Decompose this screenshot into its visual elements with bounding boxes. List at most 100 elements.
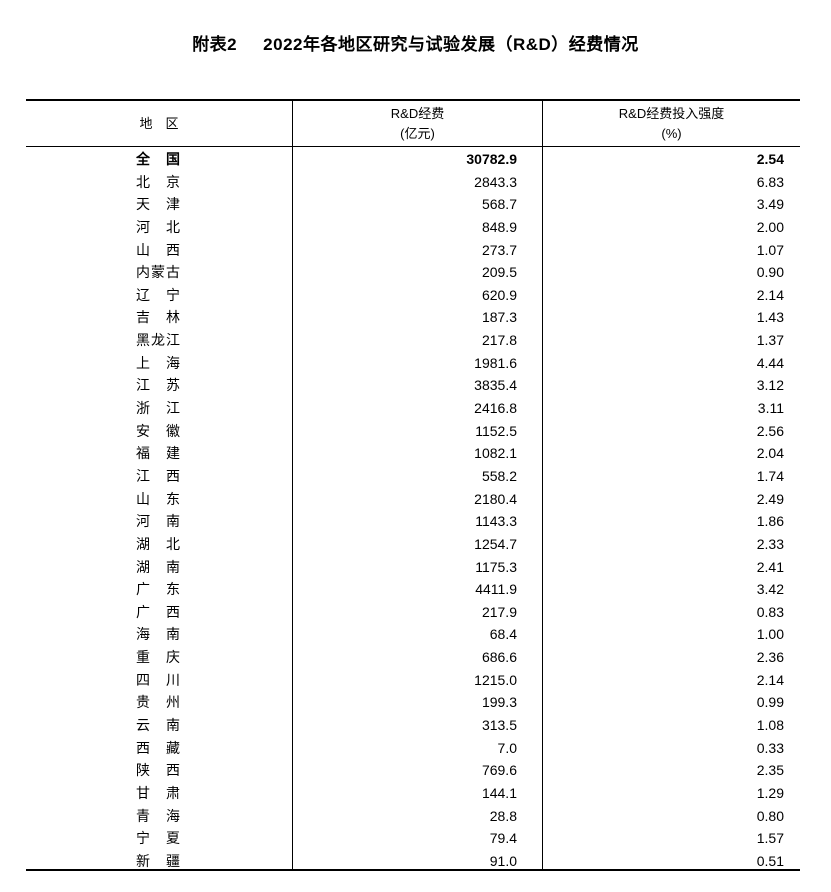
table-row: 内蒙古 209.5 0.90 bbox=[0, 261, 831, 284]
rd-intensity-cell: 0.90 bbox=[756, 264, 784, 281]
table-row: 广 东 4411.9 3.42 bbox=[0, 578, 831, 601]
rd-funds-cell: 4411.9 bbox=[475, 581, 517, 598]
region-cell: 江 西 bbox=[136, 467, 181, 484]
table-row: 贵 州 199.3 0.99 bbox=[0, 691, 831, 714]
rd-intensity-cell: 0.80 bbox=[756, 807, 784, 824]
table-row: 青 海 28.8 0.80 bbox=[0, 805, 831, 828]
region-cell: 天 津 bbox=[136, 196, 181, 213]
table-title: 附表2 2022年各地区研究与试验发展（R&D）经费情况 bbox=[0, 30, 831, 55]
region-cell: 云 南 bbox=[136, 717, 181, 734]
rd-intensity-cell: 0.99 bbox=[756, 694, 784, 711]
rd-funds-cell: 2843.3 bbox=[474, 173, 517, 190]
column-divider bbox=[292, 100, 293, 870]
rd-funds-cell: 209.5 bbox=[481, 264, 517, 281]
region-cell: 广 东 bbox=[136, 581, 181, 598]
rd-intensity-cell: 0.51 bbox=[756, 852, 784, 869]
rd-funds-cell: 1215.0 bbox=[474, 671, 517, 688]
header-rd-funds-label: R&D经费 bbox=[390, 106, 445, 121]
rd-funds-cell: 217.9 bbox=[481, 603, 517, 620]
rd-intensity-cell: 2.00 bbox=[756, 218, 784, 235]
table-row: 江 苏 3835.4 3.12 bbox=[0, 374, 831, 397]
header-rd-intensity-unit: (%) bbox=[661, 126, 682, 141]
rd-intensity-cell: 1.29 bbox=[756, 784, 784, 801]
rd-funds-cell: 3835.4 bbox=[474, 377, 517, 394]
region-cell: 陕 西 bbox=[136, 762, 181, 779]
header-region: 地 区 bbox=[139, 116, 179, 131]
table-row: 山 西 273.7 1.07 bbox=[0, 239, 831, 262]
region-cell: 山 西 bbox=[136, 241, 181, 258]
rd-intensity-cell: 1.37 bbox=[756, 332, 784, 349]
table-row: 陕 西 769.6 2.35 bbox=[0, 759, 831, 782]
rd-funds-cell: 558.2 bbox=[481, 467, 517, 484]
rd-intensity-cell: 2.41 bbox=[756, 558, 784, 575]
rd-funds-cell: 1152.5 bbox=[475, 422, 517, 439]
header-rd-intensity: R&D经费投入强度 (%) bbox=[543, 104, 800, 144]
rd-funds-cell: 769.6 bbox=[481, 762, 517, 779]
rd-funds-cell: 313.5 bbox=[481, 717, 517, 734]
rd-funds-cell: 144.1 bbox=[481, 784, 517, 801]
region-cell: 上 海 bbox=[136, 354, 181, 371]
rd-funds-cell: 7.0 bbox=[497, 739, 517, 756]
table-row: 重 庆 686.6 2.36 bbox=[0, 646, 831, 669]
rd-funds-cell: 686.6 bbox=[481, 649, 517, 666]
header-rd-intensity-label: R&D经费投入强度 bbox=[618, 106, 725, 121]
table-row: 云 南 313.5 1.08 bbox=[0, 714, 831, 737]
table-row: 安 徽 1152.5 2.56 bbox=[0, 420, 831, 443]
region-cell: 安 徽 bbox=[136, 422, 181, 439]
rd-intensity-cell: 4.44 bbox=[756, 354, 784, 371]
table-row: 湖 北 1254.7 2.33 bbox=[0, 533, 831, 556]
table-row: 河 北 848.9 2.00 bbox=[0, 216, 831, 239]
region-cell: 河 南 bbox=[136, 513, 181, 530]
table-row: 湖 南 1175.3 2.41 bbox=[0, 556, 831, 579]
table-row: 黑龙江 217.8 1.37 bbox=[0, 329, 831, 352]
region-cell: 宁 夏 bbox=[136, 830, 181, 847]
rd-funds-cell: 273.7 bbox=[481, 241, 517, 258]
rd-intensity-cell: 2.04 bbox=[756, 445, 784, 462]
table-number: 附表2 bbox=[192, 35, 238, 54]
table-row: 甘 肃 144.1 1.29 bbox=[0, 782, 831, 805]
rd-funds-cell: 91.0 bbox=[489, 852, 517, 869]
region-cell: 山 东 bbox=[136, 490, 181, 507]
region-cell: 全 国 bbox=[136, 151, 181, 167]
table-row: 浙 江 2416.8 3.11 bbox=[0, 397, 831, 420]
table-row: 上 海 1981.6 4.44 bbox=[0, 352, 831, 375]
table-row-total: 全 国 30782.9 2.54 bbox=[0, 148, 831, 171]
rd-intensity-cell: 2.54 bbox=[756, 151, 784, 167]
rd-funds-cell: 1082.1 bbox=[474, 445, 517, 462]
table-row: 宁 夏 79.4 1.57 bbox=[0, 827, 831, 850]
table-row: 新 疆 91.0 0.51 bbox=[0, 850, 831, 873]
rd-funds-cell: 1254.7 bbox=[474, 535, 517, 552]
header-rd-funds-unit: (亿元) bbox=[400, 126, 435, 141]
table-row: 山 东 2180.4 2.49 bbox=[0, 488, 831, 511]
region-cell: 吉 林 bbox=[136, 309, 181, 326]
table-row: 广 西 217.9 0.83 bbox=[0, 601, 831, 624]
rd-intensity-cell: 2.33 bbox=[756, 535, 784, 552]
rd-intensity-cell: 3.11 bbox=[757, 400, 784, 417]
rd-funds-cell: 187.3 bbox=[481, 309, 517, 326]
table-title-text: 2022年各地区研究与试验发展（R&D）经费情况 bbox=[263, 35, 639, 54]
rd-funds-cell: 1143.3 bbox=[475, 513, 517, 530]
region-cell: 海 南 bbox=[136, 626, 181, 643]
rd-funds-cell: 199.3 bbox=[481, 694, 517, 711]
region-cell: 北 京 bbox=[136, 173, 181, 190]
table-body: 全 国 30782.9 2.54 北 京 2843.3 6.83 天 津 568.7 3.49 河… bbox=[0, 148, 831, 873]
rd-funds-cell: 568.7 bbox=[481, 196, 517, 213]
rd-intensity-cell: 1.74 bbox=[756, 467, 784, 484]
header-rule bbox=[26, 146, 800, 147]
header-rd-funds: R&D经费 (亿元) bbox=[293, 104, 542, 144]
rd-intensity-cell: 2.35 bbox=[756, 762, 784, 779]
region-cell: 湖 北 bbox=[136, 535, 181, 552]
region-cell: 广 西 bbox=[136, 603, 181, 620]
table-row: 海 南 68.4 1.00 bbox=[0, 623, 831, 646]
table-row: 吉 林 187.3 1.43 bbox=[0, 306, 831, 329]
table-row: 河 南 1143.3 1.86 bbox=[0, 510, 831, 533]
region-cell: 贵 州 bbox=[136, 694, 181, 711]
rd-intensity-cell: 2.56 bbox=[756, 422, 784, 439]
region-cell: 江 苏 bbox=[136, 377, 181, 394]
region-cell: 黑龙江 bbox=[136, 332, 181, 349]
region-cell: 辽 宁 bbox=[136, 286, 181, 303]
rd-funds-cell: 2180.4 bbox=[474, 490, 517, 507]
rd-intensity-cell: 0.83 bbox=[756, 603, 784, 620]
region-cell: 浙 江 bbox=[136, 400, 181, 417]
table-row: 西 藏 7.0 0.33 bbox=[0, 737, 831, 760]
